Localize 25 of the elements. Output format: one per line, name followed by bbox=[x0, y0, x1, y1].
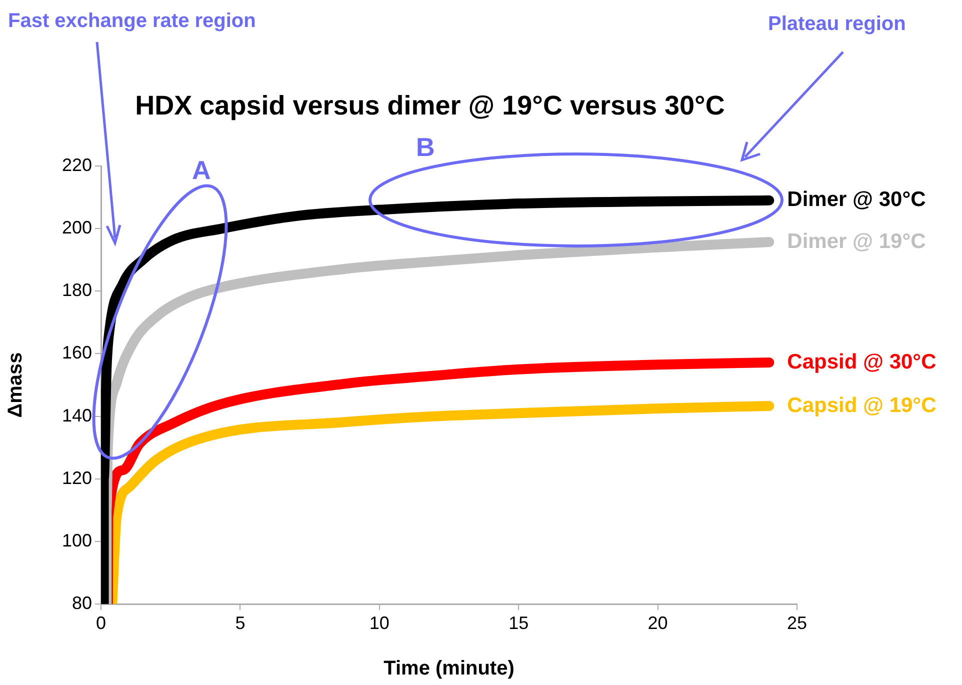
y-tick-label: 160 bbox=[62, 342, 92, 363]
x-tick-label: 0 bbox=[96, 612, 106, 633]
series-label: Dimer @ 19°C bbox=[787, 230, 926, 253]
y-tick-label: 180 bbox=[62, 280, 92, 300]
y-tick-label: 120 bbox=[62, 468, 92, 488]
text: Plateau region bbox=[768, 13, 906, 36]
x-tick-label: 5 bbox=[235, 612, 246, 633]
y-tick-label: 220 bbox=[62, 154, 92, 175]
text: B bbox=[416, 132, 435, 163]
x-tick-label: 15 bbox=[508, 612, 529, 633]
text: Fast exchange rate region bbox=[8, 10, 256, 33]
annotation: A bbox=[192, 155, 211, 186]
y-tick-label: 100 bbox=[62, 530, 92, 550]
x-tick-label: 20 bbox=[648, 612, 668, 633]
x-tick-label: 25 bbox=[786, 612, 808, 633]
series-label: Capsid @ 19°C bbox=[787, 394, 936, 417]
x-axis-title: Time (minute) bbox=[384, 658, 514, 680]
y-tick-label: 140 bbox=[62, 405, 92, 426]
series-label: Capsid @ 30°C bbox=[787, 350, 936, 374]
y-axis-title: Δmass bbox=[4, 352, 27, 418]
series-label: Dimer @ 30°C bbox=[787, 188, 926, 212]
y-tick-label: 80 bbox=[72, 592, 92, 613]
x-tick-label: 10 bbox=[369, 612, 390, 633]
chart-title: HDX capsid versus dimer @ 19°C versus 30°C bbox=[135, 90, 725, 120]
y-tick-label: 200 bbox=[62, 218, 92, 238]
